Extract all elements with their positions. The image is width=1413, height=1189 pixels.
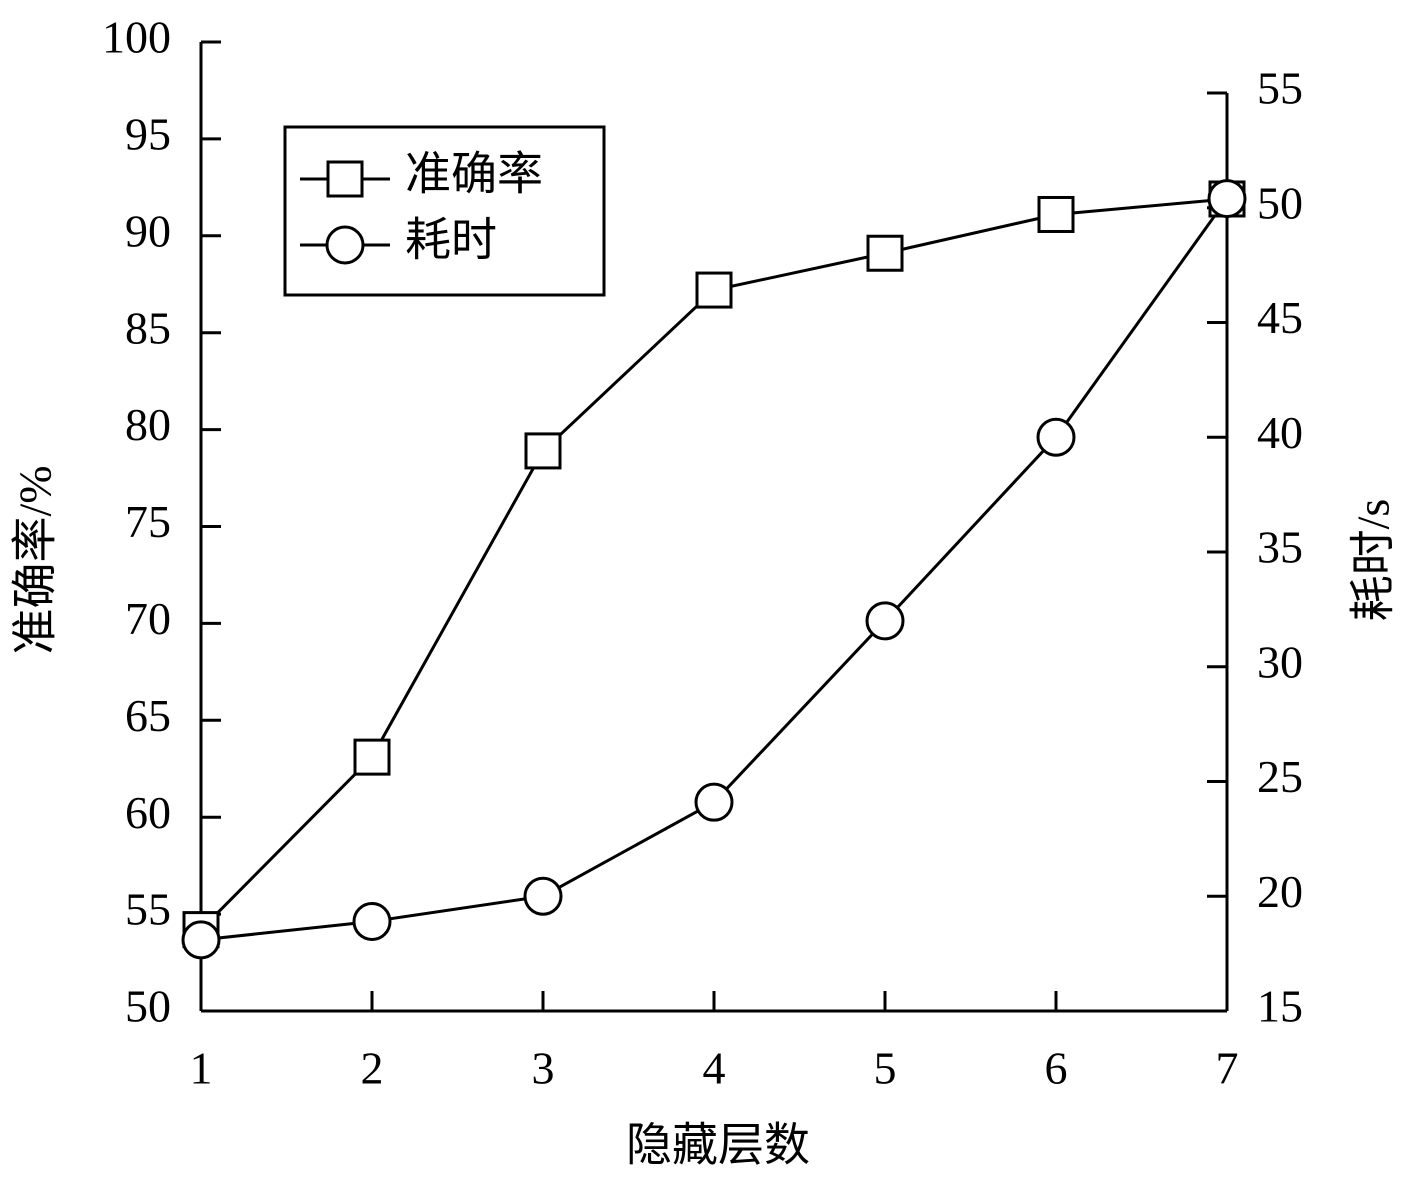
y2-tick-label: 55 <box>1257 63 1303 114</box>
y-tick-label: 95 <box>125 108 171 159</box>
data-point <box>523 876 563 916</box>
y-tick-label: 75 <box>125 496 171 547</box>
data-point <box>866 234 904 272</box>
y2-tick-label: 25 <box>1257 751 1303 802</box>
y2-tick-label: 35 <box>1257 522 1303 573</box>
y2-tick-label: 40 <box>1257 407 1303 458</box>
y2-axis-label: 耗时/s <box>1348 499 1399 622</box>
y-tick-label: 50 <box>125 981 171 1032</box>
data-point <box>524 432 562 470</box>
data-point <box>181 920 221 960</box>
x-tick-label: 3 <box>532 1043 555 1094</box>
y2-tick-label: 50 <box>1257 177 1303 228</box>
data-point <box>694 782 734 822</box>
y-tick-label: 55 <box>125 884 171 935</box>
legend-marker <box>326 160 364 198</box>
y-tick-label: 65 <box>125 690 171 741</box>
y-tick-label: 90 <box>125 205 171 256</box>
x-tick-label: 4 <box>703 1043 726 1094</box>
data-point <box>1036 417 1076 457</box>
legend-label: 准确率 <box>405 149 543 200</box>
data-point <box>695 271 733 309</box>
legend-box <box>283 125 606 297</box>
data-point <box>1207 179 1247 219</box>
y2-tick-label: 30 <box>1257 636 1303 687</box>
y-tick-label: 70 <box>125 593 171 644</box>
x-tick-label: 6 <box>1045 1043 1068 1094</box>
data-point <box>865 601 905 641</box>
y2-tick-label: 45 <box>1257 292 1303 343</box>
x-tick-label: 5 <box>874 1043 897 1094</box>
legend-marker <box>325 225 365 265</box>
x-tick-label: 7 <box>1216 1043 1239 1094</box>
x-tick-label: 2 <box>361 1043 384 1094</box>
y-axis-label: 准确率/% <box>10 465 61 654</box>
x-axis-label: 隐藏层数 <box>626 1120 810 1171</box>
x-tick-label: 1 <box>190 1043 213 1094</box>
y2-tick-label: 20 <box>1257 866 1303 917</box>
data-point <box>1037 195 1075 233</box>
y-tick-label: 60 <box>125 787 171 838</box>
y-tick-label: 85 <box>125 302 171 353</box>
data-point <box>352 901 392 941</box>
y2-tick-label: 15 <box>1257 981 1303 1032</box>
data-point <box>353 738 391 776</box>
legend-label: 耗时 <box>405 215 497 266</box>
y-tick-label: 100 <box>102 12 171 63</box>
series-line <box>200 197 1229 942</box>
y-tick-label: 80 <box>125 399 171 450</box>
